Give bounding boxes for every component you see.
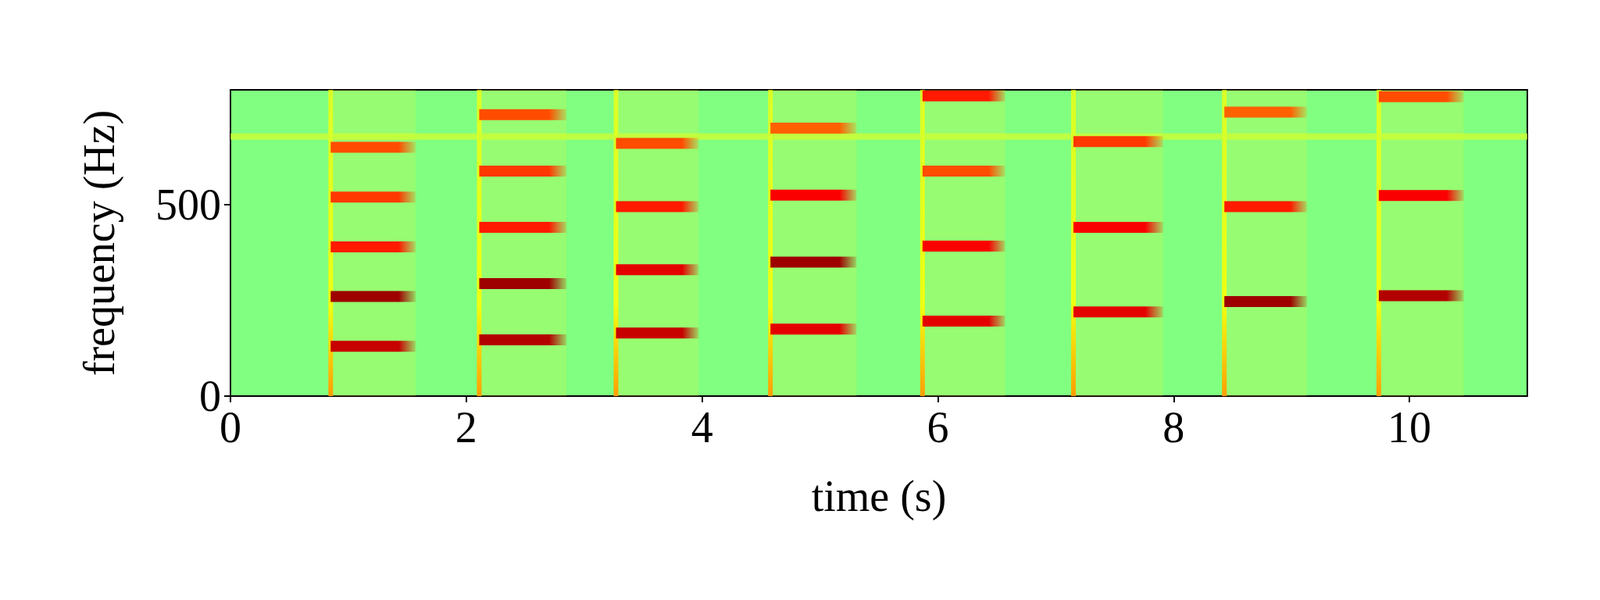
svg-text:4: 4: [691, 403, 714, 452]
svg-text:500: 500: [155, 180, 222, 229]
svg-text:8: 8: [1162, 403, 1185, 452]
svg-text:time (s): time (s): [811, 471, 947, 522]
svg-text:6: 6: [926, 403, 949, 452]
svg-text:10: 10: [1387, 403, 1432, 452]
svg-text:0: 0: [199, 371, 222, 421]
svg-text:2: 2: [455, 403, 478, 452]
svg-text:frequency (Hz): frequency (Hz): [75, 110, 125, 376]
svg-text:0: 0: [219, 403, 242, 452]
